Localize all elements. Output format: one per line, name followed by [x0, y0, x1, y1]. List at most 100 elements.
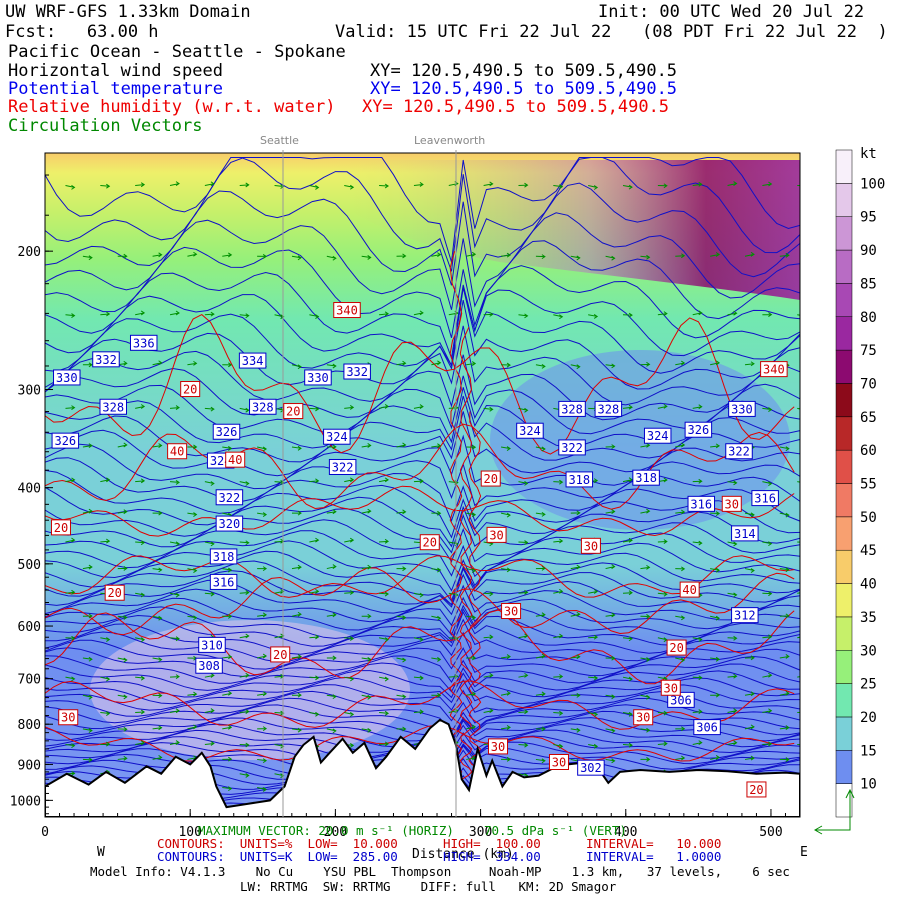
wind-vector — [518, 313, 529, 319]
wind-vector — [466, 251, 477, 257]
wind-vector — [274, 538, 285, 544]
wind-vector — [500, 567, 511, 573]
colorbar-bin — [835, 750, 853, 784]
wind-vector — [326, 444, 337, 450]
wind-vector — [257, 726, 268, 732]
model-info: Model Info: V4.1.3 No Cu YSU PBL Thompso… — [90, 864, 790, 879]
wind-vector — [204, 741, 215, 746]
wind-vector — [135, 740, 146, 746]
colorbar-level-label: 40 — [860, 577, 877, 593]
colorbar-unit: kt — [860, 146, 877, 162]
wind-vector — [291, 564, 302, 570]
wind-vector — [570, 564, 581, 570]
colorbar-level-label: 50 — [860, 510, 877, 526]
wind-vector — [152, 725, 163, 731]
colorbar-bin — [835, 316, 853, 351]
wind-vector — [291, 510, 302, 516]
wind-vector — [779, 613, 790, 619]
contour-label-box — [99, 398, 127, 415]
wind-vector — [744, 724, 755, 730]
wind-vector — [692, 709, 703, 714]
west-end-label: W — [97, 845, 105, 860]
wind-vector — [239, 709, 250, 714]
colorbar-bin — [835, 283, 853, 317]
rh-contour-line — [45, 314, 795, 455]
wind-vector — [483, 672, 494, 678]
contour-label-box — [53, 369, 81, 386]
contour-label: 20 — [273, 648, 287, 662]
wind-vector — [553, 538, 564, 544]
wind-vector — [169, 541, 180, 547]
contour-label-box — [580, 537, 601, 554]
contour-label: 330 — [307, 371, 329, 385]
wind-vector — [815, 654, 824, 658]
wind-vector — [797, 592, 800, 594]
wind-vector — [622, 590, 633, 596]
wind-vector — [431, 443, 442, 449]
colorbar-level-label: 95 — [860, 210, 877, 226]
wind-vector — [762, 181, 773, 187]
wind-vector — [169, 740, 180, 745]
contour-label-box — [283, 403, 304, 420]
contour-label-box — [209, 573, 238, 590]
wind-vector — [117, 253, 128, 259]
wind-vector — [117, 755, 128, 761]
wind-vector — [152, 567, 163, 573]
wind-vector — [396, 442, 407, 448]
wind-vector — [727, 708, 738, 713]
wind-vector — [692, 740, 703, 746]
wind-vector — [518, 182, 529, 188]
theta-contour-line — [45, 240, 800, 338]
wind-vector — [222, 690, 233, 696]
colorbar-level-label: 10 — [860, 777, 877, 793]
wind-vector — [152, 693, 163, 698]
contour-label: 30 — [504, 605, 518, 619]
wind-vector — [396, 657, 407, 663]
contour-label-box — [180, 381, 201, 398]
contour-label: 330 — [56, 371, 78, 385]
wind-vector — [466, 361, 477, 366]
wind-vector — [466, 512, 477, 518]
field-theta-xy: XY= 120.5,490.5 to 509.5,490.5 — [370, 79, 678, 99]
wind-vector — [640, 508, 651, 514]
wind-vector — [553, 674, 564, 679]
contour-label-box — [238, 352, 267, 369]
theta-contour-line — [45, 287, 800, 374]
reference-vector — [815, 790, 851, 831]
wind-vector — [622, 404, 633, 410]
wind-vector — [309, 588, 320, 594]
wind-vector — [309, 478, 320, 484]
wind-vector — [779, 725, 790, 731]
colorbar-bin — [835, 183, 853, 217]
contour-label: 30 — [552, 755, 566, 769]
wind-vector — [779, 757, 790, 762]
terrain — [45, 718, 800, 817]
wind-vector — [274, 710, 285, 716]
reference-vector-arrowheads — [813, 788, 855, 835]
colorbar-bin — [835, 549, 853, 584]
wind-vector — [553, 633, 564, 639]
wind-vector — [187, 691, 198, 697]
colorbar-bin — [835, 249, 853, 284]
wind-vector — [100, 183, 111, 189]
wind-vector — [379, 741, 389, 747]
wind-vector — [431, 510, 442, 516]
colorbar-bin — [835, 449, 853, 484]
wind-vector — [710, 252, 721, 257]
wind-vector — [797, 314, 800, 316]
contour-label-box — [270, 646, 291, 663]
contour-label: 324 — [519, 424, 541, 438]
wind-vector — [500, 446, 511, 451]
east-end-label: E — [800, 845, 808, 860]
wind-vector — [588, 589, 599, 594]
contour-label-box — [419, 534, 440, 551]
wind-vector — [396, 253, 407, 259]
wind-vector — [622, 537, 633, 543]
location-leavenworth: Leavenworth — [414, 134, 485, 147]
wind-vector — [204, 181, 215, 187]
wind-vector — [692, 675, 703, 681]
wind-vector — [605, 564, 616, 570]
wind-vector — [257, 446, 268, 452]
wind-vector — [640, 694, 651, 700]
wind-vector — [239, 481, 250, 486]
